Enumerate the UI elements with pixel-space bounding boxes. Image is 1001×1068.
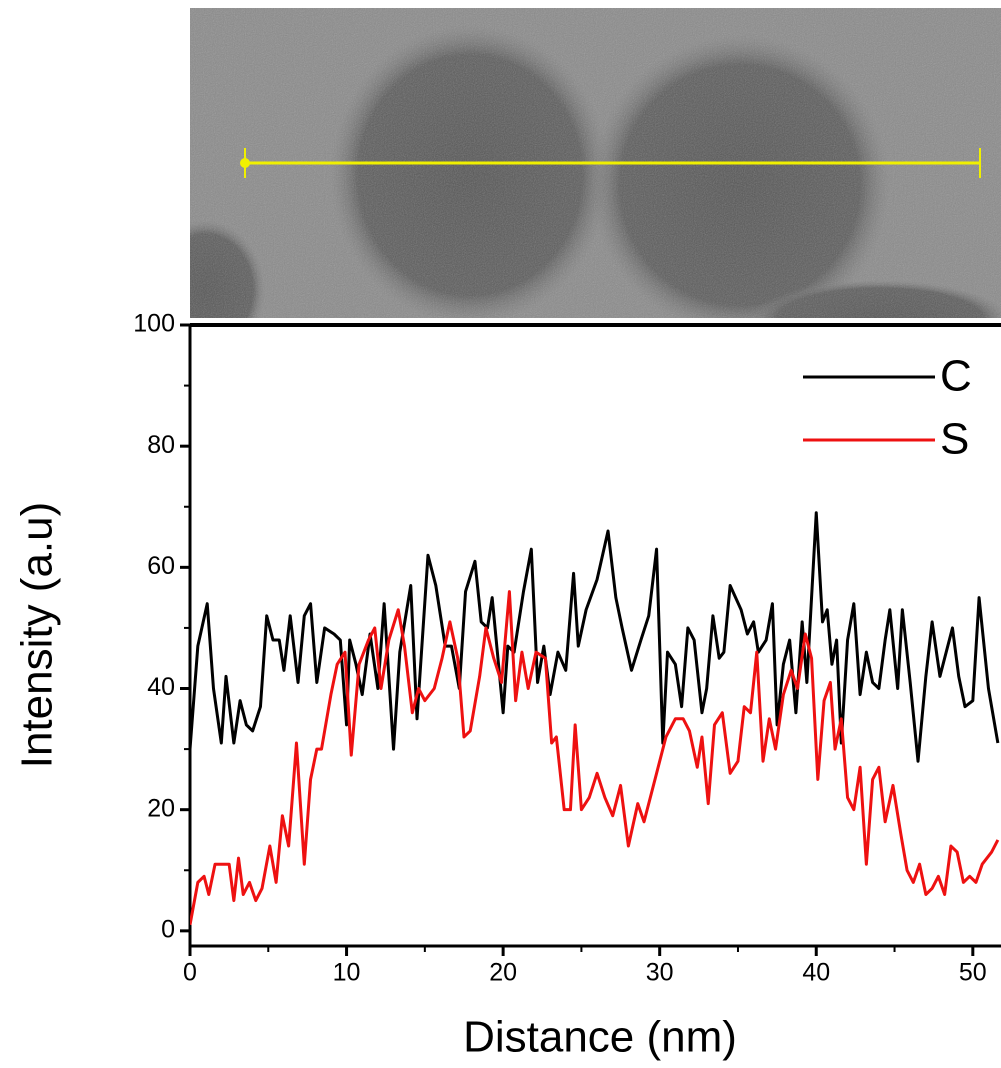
x-tick-label: 10 xyxy=(333,959,361,987)
y-tick-label: 60 xyxy=(147,552,175,580)
data-line xyxy=(190,590,1000,926)
x-tick-label: 30 xyxy=(646,959,674,987)
x-axis-title: Distance (nm) xyxy=(463,1013,737,1062)
x-tick-label: 20 xyxy=(489,959,517,987)
y-tick-label: 40 xyxy=(147,673,175,701)
y-tick-label: 20 xyxy=(147,794,175,822)
y-axis-title: Intensity (a.u) xyxy=(13,502,62,769)
data-line xyxy=(190,511,1000,763)
tem-image xyxy=(190,8,1001,318)
y-tick-label: 0 xyxy=(161,915,175,943)
x-tick-label: 0 xyxy=(183,959,197,987)
y-tick-label: 100 xyxy=(133,310,175,338)
x-tick-label: 50 xyxy=(959,959,987,987)
legend-label: C xyxy=(940,352,972,401)
legend-label: S xyxy=(940,415,969,464)
x-tick-label: 40 xyxy=(802,959,830,987)
y-tick-label: 80 xyxy=(147,431,175,459)
